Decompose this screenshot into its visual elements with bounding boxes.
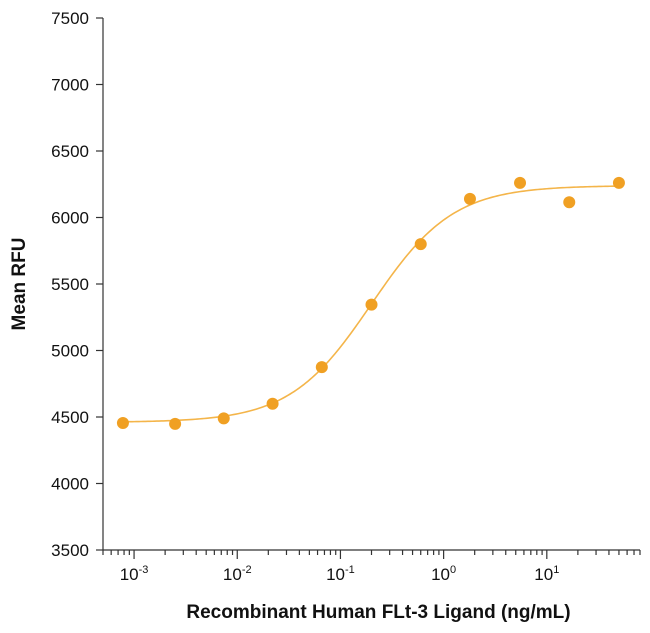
x-tick-label: 101	[534, 564, 559, 584]
y-tick-label: 4000	[51, 475, 89, 494]
x-axis-ticks: 10-3 10-2 10-1 100 101	[102, 550, 641, 584]
data-point	[514, 176, 527, 189]
y-tick-label: 3500	[51, 541, 89, 560]
data-point	[217, 412, 230, 425]
x-tick-label: 10-1	[326, 564, 355, 584]
y-tick-label: 6500	[51, 142, 89, 161]
y-tick-label: 5500	[51, 275, 89, 294]
data-point	[612, 176, 625, 189]
data-point	[365, 298, 378, 311]
y-tick-label: 7000	[51, 76, 89, 95]
y-tick-label: 4500	[51, 408, 89, 427]
x-tick-label: 10-3	[120, 564, 149, 584]
data-point	[315, 361, 328, 374]
y-tick-label: 6000	[51, 209, 89, 228]
y-axis-ticks: 3500 4000 4500 5000 5500 6000 6500 7000 7500	[51, 9, 103, 560]
y-tick-label: 5000	[51, 342, 89, 361]
data-point	[169, 417, 182, 430]
x-tick-label: 10-2	[223, 564, 252, 584]
data-point	[563, 196, 576, 209]
data-points	[116, 176, 625, 430]
x-axis-title: Recombinant Human FLt-3 Ligand (ng/mL)	[186, 602, 570, 623]
x-tick-label: 100	[431, 564, 456, 584]
data-point	[414, 238, 427, 251]
data-point	[266, 397, 279, 410]
data-point	[463, 192, 476, 205]
data-point	[116, 416, 129, 429]
y-axis-title: Mean RFU	[9, 238, 30, 331]
y-tick-label: 7500	[51, 9, 89, 28]
